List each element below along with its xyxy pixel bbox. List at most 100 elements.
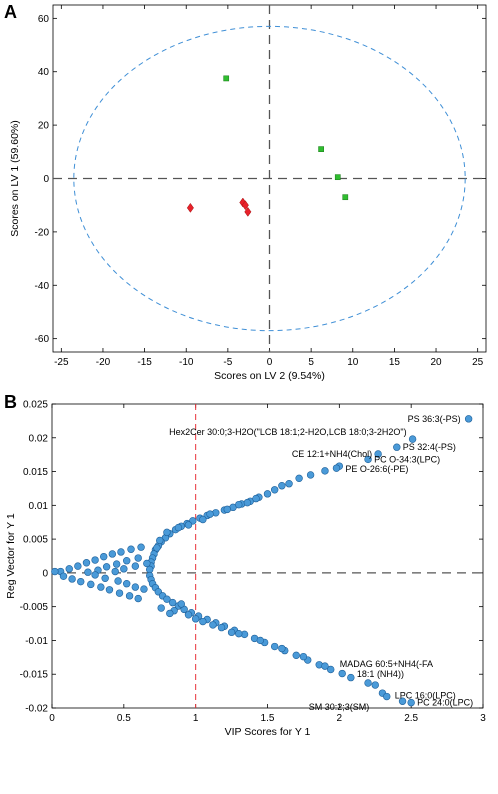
data-point-circle	[292, 651, 300, 660]
data-point-circle	[407, 698, 415, 707]
data-point-square	[342, 194, 349, 201]
data-point-circle	[157, 604, 165, 612]
confidence-ellipse	[73, 25, 466, 332]
data-point-circle	[102, 563, 111, 571]
data-point-circle	[209, 621, 217, 629]
x-tick-label: 0.5	[117, 713, 131, 724]
x-tick-label: 0	[49, 713, 55, 724]
point-annotation: PS 32:4(-PS)	[403, 442, 456, 452]
x-tick-label: 3	[480, 713, 486, 724]
data-point-circle	[166, 609, 174, 618]
y-tick-label: 20	[38, 121, 50, 132]
point-annotation: PS 36:3(-PS)	[408, 414, 461, 424]
data-point-circle	[393, 443, 401, 451]
point-annotation: PC O-34:3(LPC)	[374, 454, 440, 464]
data-point-circle	[270, 486, 279, 494]
data-point-circle	[77, 577, 85, 586]
data-point-square	[223, 75, 230, 82]
panel-label-b: B	[4, 392, 17, 412]
data-point-circle	[217, 623, 226, 632]
data-point-circle	[111, 567, 119, 576]
x-tick-label: -15	[137, 357, 152, 368]
x-tick-label: 5	[308, 357, 314, 368]
y-tick-label: -60	[35, 334, 50, 345]
data-point-circle	[65, 565, 73, 573]
data-point-circle	[59, 572, 68, 580]
data-point-circle	[105, 586, 114, 594]
data-point-circle	[68, 575, 76, 583]
data-point-circle	[321, 467, 329, 475]
data-point-circle	[191, 615, 200, 623]
data-point-circle	[235, 629, 243, 638]
y-tick-label: 0.015	[23, 467, 48, 478]
y-tick-label: -0.015	[20, 670, 49, 681]
y-axis-label: Reg Vector for Y 1	[5, 513, 17, 599]
x-tick-label: 15	[389, 357, 401, 368]
data-point-circle	[134, 594, 142, 603]
data-point-circle	[115, 589, 124, 597]
data-point-circle	[383, 692, 391, 701]
x-tick-label: 10	[347, 357, 359, 368]
x-tick-label: -10	[179, 357, 194, 368]
vip-plot: 0 0.5 1 1.5 2 2.5 3 -0.02 -0.015 -0.01 -0.005 0 0.00…	[5, 400, 486, 739]
x-tick-label: 0	[267, 357, 273, 368]
data-point-circle	[156, 536, 164, 545]
data-point-circle	[112, 560, 121, 568]
point-annotation: SM 30:2;3(SM)	[309, 702, 370, 712]
data-point-circle	[332, 464, 341, 472]
data-point-circle	[127, 545, 135, 553]
data-point-circle	[374, 450, 382, 458]
data-point-circle	[199, 617, 207, 626]
y-tick-label: 60	[38, 14, 50, 25]
data-point-circle	[223, 505, 231, 514]
data-point-circle	[143, 559, 151, 568]
data-point-circle	[364, 679, 372, 687]
data-point-diamond	[186, 202, 194, 213]
point-annotation: CE 12:1+NH4(Chol)	[292, 449, 372, 459]
data-point-diamond	[244, 206, 252, 217]
data-point-circle	[199, 515, 207, 524]
y-tick-label: 0.02	[29, 433, 49, 444]
data-point-circle	[278, 644, 286, 653]
y-tick-label: -40	[35, 281, 50, 292]
data-point-circle	[184, 611, 193, 619]
data-point-circle	[347, 673, 355, 682]
point-annotation: LPC 16:0(LPC)	[395, 691, 456, 701]
data-point-circle	[295, 474, 303, 483]
y-tick-label: 0.01	[29, 501, 49, 512]
data-point-circle	[123, 579, 131, 588]
data-point-circle	[263, 490, 272, 498]
x-axis-label: VIP Scores for Y 1	[225, 726, 311, 738]
data-point-circle	[464, 415, 473, 423]
x-axis-label: Scores on LV 2 (9.54%)	[214, 370, 325, 382]
data-point-circle	[278, 482, 286, 490]
x-tick-label: 2.5	[404, 713, 418, 724]
data-point-circle	[101, 574, 109, 582]
data-point-circle	[256, 636, 265, 645]
data-point-circle	[137, 543, 145, 551]
data-point-circle	[87, 580, 95, 589]
data-point-circle	[134, 554, 142, 562]
data-point-circle	[120, 565, 128, 573]
x-tick-label: 1	[193, 713, 199, 724]
data-point-circle	[270, 642, 279, 651]
data-point-square	[334, 174, 341, 181]
data-point-circle	[91, 571, 99, 579]
data-point-circle	[91, 556, 99, 564]
x-tick-label: 20	[430, 357, 442, 368]
x-tick-label: -25	[54, 357, 69, 368]
data-point-circle	[131, 562, 140, 570]
y-tick-label: -20	[35, 227, 50, 238]
data-point-circle	[163, 595, 171, 603]
data-point-diamond	[241, 200, 249, 211]
data-point-circle	[163, 528, 171, 537]
data-point-circle	[184, 521, 193, 529]
x-tick-label: 2	[337, 713, 343, 724]
x-tick-label: -5	[223, 357, 232, 368]
data-point-circle	[306, 471, 315, 479]
data-point-square	[318, 146, 324, 152]
data-point-circle	[123, 557, 131, 565]
data-point-circle	[84, 568, 92, 576]
data-point-circle	[174, 523, 183, 532]
